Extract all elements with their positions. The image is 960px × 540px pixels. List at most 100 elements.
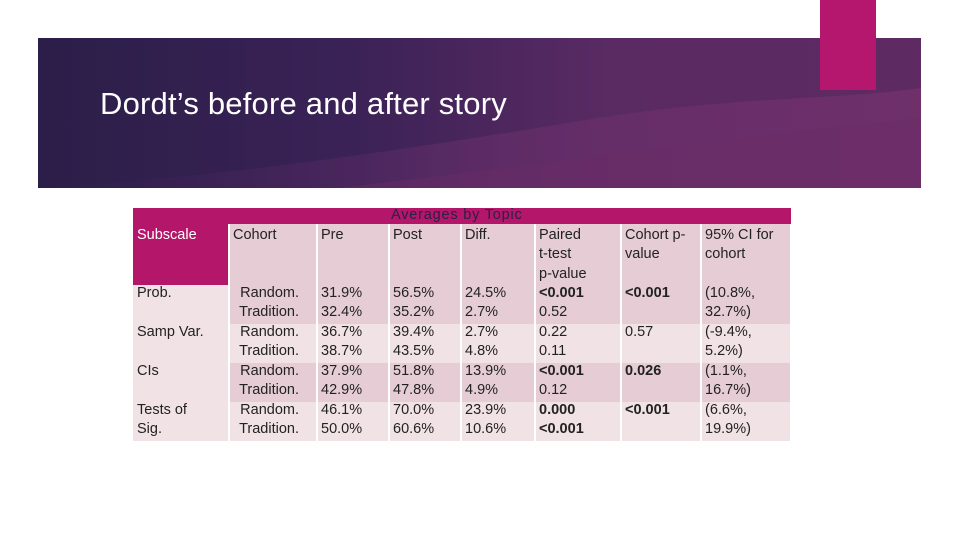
header-cell [230,224,316,285]
header-cell [702,224,790,285]
body-cell [390,402,460,441]
table-header-bar [133,208,791,224]
cell-ci: (-9.4%, [705,324,752,340]
cell-subscale: Sig. [137,421,162,438]
cell-subscale: Samp Var. [137,324,204,340]
cell-subscale: Prob. [137,285,172,301]
body-cell [462,363,534,402]
cell-cohort-p: 0.57 [625,324,654,340]
body-cell [318,402,388,441]
cell-diff: 10.6% [465,421,507,438]
cell-cohort-p: 0.026 [625,363,662,379]
header-post: Post [393,227,423,243]
body-cell [390,363,460,402]
cell-paired: 0.12 [539,382,568,399]
cell-diff: 4.9% [465,382,499,399]
cell-pre: 46.1% [321,402,363,418]
header-cohort-p: value [625,246,660,263]
cell-ci: (10.8%, [705,285,755,301]
body-cell [622,324,700,363]
cell-cohort-p: <0.001 [625,285,670,301]
body-cell [622,402,700,441]
cell-pre: 36.7% [321,324,363,340]
body-cell [702,324,790,363]
cell-subscale: Tests of [137,402,187,418]
body-cell [390,324,460,363]
cell-diff: 4.8% [465,343,499,360]
group-header: Averages by Topic [391,207,523,223]
cell-cohort: Random. [240,324,299,340]
body-cell [133,402,228,441]
body-cell [390,285,460,324]
body-cell [318,285,388,324]
cell-paired: <0.001 [539,421,584,438]
header-cell [390,224,460,285]
cell-pre: 42.9% [321,382,363,399]
cell-diff: 13.9% [465,363,507,379]
cell-post: 51.8% [393,363,435,379]
cell-diff: 2.7% [465,304,499,321]
header-cohort: Cohort [233,227,277,243]
cell-post: 56.5% [393,285,435,301]
cell-post: 60.6% [393,421,435,438]
body-cell [702,363,790,402]
banner-decoration [38,88,921,188]
body-cell [462,285,534,324]
cell-paired: <0.001 [539,363,584,379]
header-diff: Diff. [465,227,491,243]
body-cell [230,285,316,324]
body-cell [133,324,228,363]
accent-block [820,0,876,90]
cell-paired: 0.000 [539,402,576,418]
cell-post: 70.0% [393,402,435,418]
cell-cohort: Tradition. [239,382,299,399]
title-banner [38,38,921,188]
header-cell [133,224,228,285]
results-table: Averages by Topic Subscale Cohort Pre Post D… [133,207,791,441]
body-cell [133,363,228,402]
body-cell [230,363,316,402]
body-cell [230,402,316,441]
cell-post: 47.8% [393,382,435,399]
header-cell [622,224,700,285]
header-cell [536,224,620,285]
body-cell [536,402,620,441]
cell-diff: 24.5% [465,285,507,301]
header-paired: t-test [539,246,572,263]
cell-cohort: Random. [240,363,299,379]
body-cell [536,363,620,402]
cell-pre: 32.4% [321,304,363,321]
cell-cohort: Random. [240,285,299,301]
body-cell [702,285,790,324]
body-cell [536,285,620,324]
cell-paired: 0.11 [539,343,567,360]
cell-paired: 0.52 [539,304,568,321]
cell-cohort: Tradition. [239,421,299,438]
cell-cohort: Tradition. [239,304,299,321]
cell-post: 43.5% [393,343,435,360]
header-pre: Pre [321,227,344,243]
cell-subscale: CIs [137,363,159,379]
header-subscale: Subscale [137,227,197,243]
body-cell [230,324,316,363]
body-cell [462,324,534,363]
body-cell [318,363,388,402]
header-cell [462,224,534,285]
body-cell [133,285,228,324]
body-cell [318,324,388,363]
body-cell [702,402,790,441]
header-cell [318,224,388,285]
cell-cohort: Tradition. [239,343,299,360]
cell-diff: 2.7% [465,324,499,340]
body-cell [622,363,700,402]
cell-pre: 31.9% [321,285,363,301]
cell-diff: 23.9% [465,402,507,418]
cell-ci: (6.6%, [705,402,747,418]
cell-ci: 19.9%) [705,421,751,438]
cell-post: 39.4% [393,324,435,340]
cell-pre: 38.7% [321,343,363,360]
header-ci: 95% CI for [705,227,774,243]
header-paired: Paired [539,227,581,243]
cell-ci: 32.7%) [705,304,751,321]
body-cell [462,402,534,441]
